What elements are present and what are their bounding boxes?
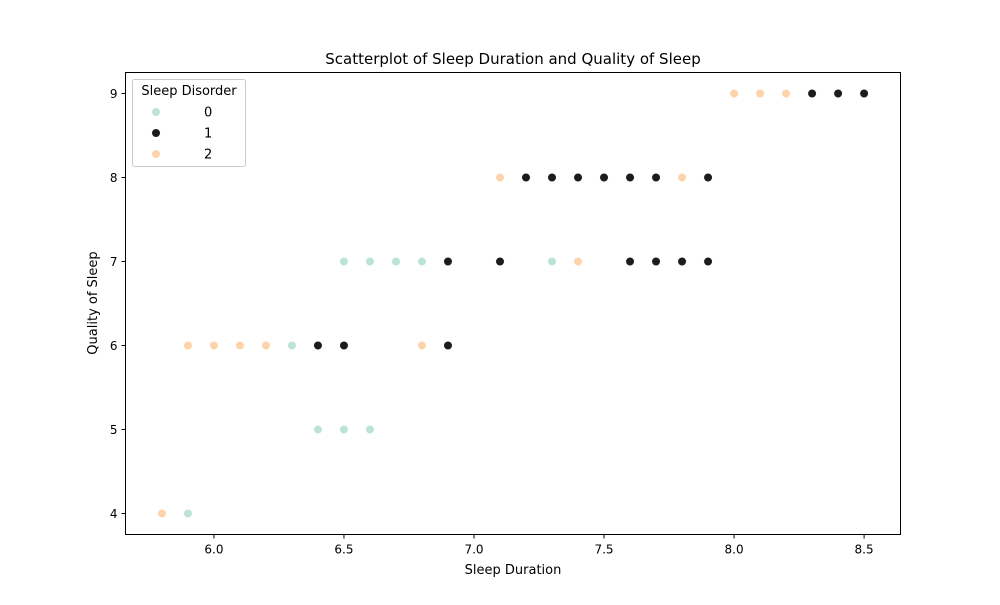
legend-marker (151, 128, 161, 138)
data-point (859, 88, 869, 99)
data-point (339, 424, 349, 435)
x-tick-label: 6.0 (204, 543, 223, 557)
data-point (313, 424, 323, 435)
data-point (573, 172, 583, 183)
x-tick-label: 8.5 (855, 543, 874, 557)
data-point (157, 508, 167, 519)
legend-title: Sleep Disorder (141, 84, 237, 99)
data-point (677, 172, 687, 183)
data-point (209, 340, 219, 351)
data-point (703, 172, 713, 183)
data-point (495, 256, 505, 267)
x-axis-label: Sleep Duration (465, 563, 562, 578)
data-point (755, 88, 765, 99)
data-point (651, 256, 661, 267)
data-point (339, 340, 349, 351)
data-point (235, 340, 245, 351)
plot-area (157, 88, 869, 519)
data-point (703, 256, 713, 267)
data-point (365, 424, 375, 435)
y-tick-label: 8 (110, 171, 118, 185)
x-axis-ticks: 6.0 6.5 7.0 7.5 8.0 8.5 (204, 534, 874, 557)
y-tick-label: 9 (110, 87, 118, 101)
data-point (781, 88, 791, 99)
y-axis-label: Quality of Sleep (86, 251, 101, 354)
data-point (183, 508, 193, 519)
y-tick-label: 5 (110, 423, 118, 437)
legend-label: 2 (204, 148, 212, 163)
legend-label: 0 (204, 106, 212, 121)
x-tick-label: 7.5 (594, 543, 613, 557)
data-point (443, 340, 453, 351)
x-tick-label: 8.0 (725, 543, 744, 557)
data-point (495, 172, 505, 183)
data-point (547, 256, 557, 267)
data-point (313, 340, 323, 351)
data-point (521, 172, 531, 183)
data-point (261, 340, 271, 351)
legend-entries: 0 1 2 (151, 106, 212, 163)
data-point (417, 256, 427, 267)
data-point (807, 88, 817, 99)
plot-frame (125, 72, 901, 535)
legend-marker (151, 149, 161, 159)
data-point (625, 256, 635, 267)
legend-marker (151, 107, 161, 117)
x-tick-label: 6.5 (334, 543, 353, 557)
data-point (443, 256, 453, 267)
legend-frame (132, 79, 246, 167)
series-0 (183, 256, 557, 519)
series-2 (157, 88, 791, 519)
y-tick-label: 7 (110, 255, 118, 269)
data-point (573, 256, 583, 267)
data-point (729, 88, 739, 99)
data-point (599, 172, 609, 183)
series-1 (313, 88, 869, 351)
y-tick-label: 4 (110, 507, 118, 521)
data-point (417, 340, 427, 351)
data-point (287, 340, 297, 351)
y-axis-ticks: 4 5 6 7 8 9 (110, 87, 126, 521)
data-point (183, 340, 193, 351)
legend: Sleep Disorder 0 1 2 (132, 79, 246, 167)
data-point (365, 256, 375, 267)
chart-title: Scatterplot of Sleep Duration and Qualit… (325, 50, 700, 68)
data-point (625, 172, 635, 183)
y-tick-label: 6 (110, 339, 118, 353)
data-point (547, 172, 557, 183)
data-point (391, 256, 401, 267)
data-point (651, 172, 661, 183)
legend-label: 1 (204, 127, 212, 142)
data-point (833, 88, 843, 99)
data-point (339, 256, 349, 267)
x-tick-label: 7.0 (464, 543, 483, 557)
data-point (677, 256, 687, 267)
